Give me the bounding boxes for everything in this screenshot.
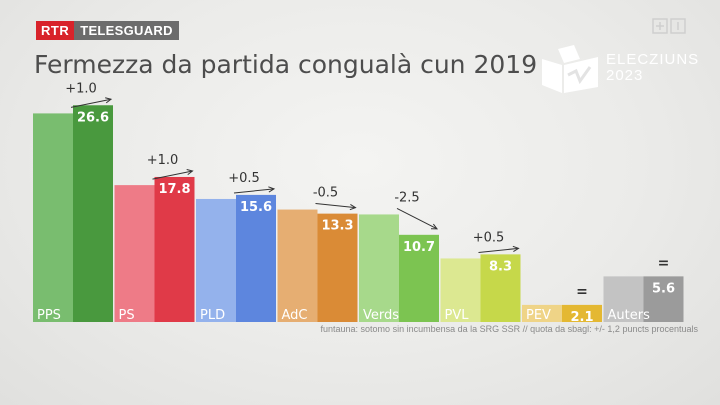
bar-previous-pvl xyxy=(440,258,481,322)
category-label-pvl: PVL xyxy=(445,308,470,323)
source-note: funtauna: sotomo sin incumbensa da la SR… xyxy=(320,324,698,334)
change-label-adc: -0.5 xyxy=(313,186,338,201)
change-label-pld: +0.5 xyxy=(228,171,260,186)
change-arrow-ps xyxy=(152,170,193,180)
channel-bug-icon xyxy=(652,18,686,34)
change-label-verds: -2.5 xyxy=(394,190,419,205)
value-label-ps: 17.8 xyxy=(158,182,190,197)
change-arrow-pps xyxy=(70,98,112,108)
change-arrowhead-adc xyxy=(349,204,357,211)
change-label-ps: +1.0 xyxy=(147,153,179,168)
change-arrowhead-verds xyxy=(430,223,439,230)
ballot-box-icon xyxy=(542,45,598,93)
election-label: ELECZIUNS 2023 xyxy=(606,52,699,84)
change-arrowhead-pvl xyxy=(512,245,520,252)
bar-previous-auters xyxy=(603,276,644,322)
rtr-telesguard-logo: RTR TELESGUARD xyxy=(36,21,179,40)
value-label-pps: 26.6 xyxy=(77,110,109,125)
change-arrow-pld xyxy=(233,188,275,194)
bar-current-ps xyxy=(154,176,195,322)
telesguard-logo-text: TELESGUARD xyxy=(74,21,179,40)
bar-previous-pps xyxy=(33,113,73,322)
value-label-verds: 10.7 xyxy=(403,240,435,255)
bar-previous-ps xyxy=(114,185,155,322)
value-label-adc: 13.3 xyxy=(321,219,353,234)
category-label-pld: PLD xyxy=(200,308,225,323)
category-label-pev: PEV xyxy=(526,308,551,323)
value-label-pvl: 8.3 xyxy=(489,259,512,274)
category-label-verds: Verds xyxy=(363,308,399,323)
bar-current-verds xyxy=(399,234,439,322)
change-label-auters: = xyxy=(658,255,670,271)
chart-title: Fermezza da partida congualà cun 2019 xyxy=(34,50,538,79)
change-label-pev: = xyxy=(576,284,588,300)
election-label-line1: ELECZIUNS xyxy=(606,51,700,68)
change-label-pps: +1.0 xyxy=(65,81,97,96)
change-arrowhead-ps xyxy=(186,168,194,175)
change-arrow-pvl xyxy=(478,247,519,253)
category-label-pps: PPS xyxy=(37,308,61,323)
category-label-ps: PS xyxy=(119,308,135,323)
election-label-line2: 2023 xyxy=(606,67,644,84)
bar-current-pld xyxy=(236,194,276,322)
bar-current-pps xyxy=(73,105,113,322)
value-label-pld: 15.6 xyxy=(240,200,272,215)
bar-previous-pev xyxy=(522,304,562,322)
rtr-logo-text: RTR xyxy=(36,21,75,40)
change-arrowhead-pps xyxy=(105,97,113,104)
category-label-auters: Auters xyxy=(608,308,651,323)
value-label-pev: 2.1 xyxy=(570,310,593,325)
bar-previous-adc xyxy=(277,209,318,322)
category-label-adc: AdC xyxy=(282,308,308,323)
bar-current-adc xyxy=(317,213,358,322)
change-label-pvl: +0.5 xyxy=(473,230,505,245)
change-arrow-verds xyxy=(396,207,438,230)
bar-current-auters xyxy=(643,276,684,322)
bar-previous-pld xyxy=(196,198,236,322)
change-arrowhead-pld xyxy=(268,186,276,193)
bar-current-pvl xyxy=(480,254,521,322)
change-arrow-adc xyxy=(315,203,356,209)
bar-previous-verds xyxy=(359,214,399,322)
value-label-auters: 5.6 xyxy=(652,281,675,296)
bar-current-pev xyxy=(562,304,602,322)
